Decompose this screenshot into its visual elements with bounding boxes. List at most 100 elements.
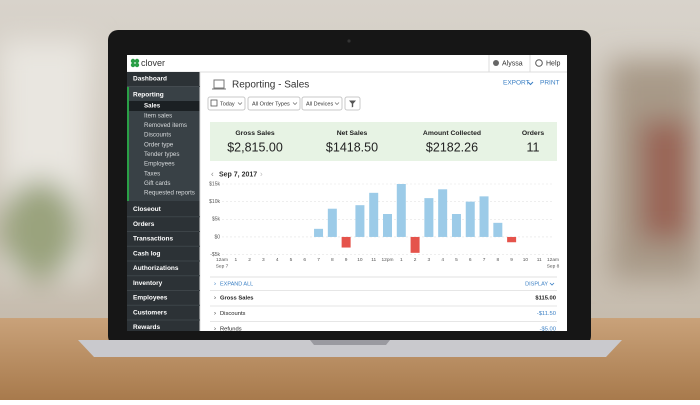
y-tick-label: -$5k <box>210 252 220 258</box>
bar <box>424 198 434 237</box>
summary-value: $1418.50 <box>326 140 378 154</box>
x-tick-label: 5 <box>290 257 293 263</box>
nav-subitem[interactable]: Removed items <box>144 122 187 129</box>
nav-subitem[interactable]: Taxes <box>144 170 160 177</box>
row-label[interactable]: Discounts <box>220 311 246 317</box>
row-caret: › <box>214 296 216 302</box>
summary-value: $2,815.00 <box>227 140 283 154</box>
expand-icon: › <box>214 282 216 288</box>
x-tick-label: 11 <box>537 257 542 263</box>
filter-caret <box>237 102 243 105</box>
x-tick-label: 1 <box>234 257 237 263</box>
x-tick-label: 3 <box>428 257 431 263</box>
user-icon <box>493 60 499 66</box>
nav-item[interactable]: Orders <box>133 221 155 228</box>
row-label[interactable]: Refunds <box>220 327 242 333</box>
nav-item[interactable]: Closeout <box>133 206 162 213</box>
nav-item[interactable]: Reporting <box>133 92 164 99</box>
nav-subitem[interactable]: Tender types <box>144 151 179 158</box>
x-tick-label: 3 <box>262 257 265 263</box>
nav-subitem[interactable]: Gift cards <box>144 180 170 187</box>
summary-label: Amount Collected <box>423 130 481 137</box>
title-icon <box>212 79 226 90</box>
bar <box>327 208 337 237</box>
export-caret <box>527 81 534 86</box>
x-tick-label: 6 <box>303 257 306 263</box>
expand-all[interactable]: EXPAND ALL <box>220 281 253 287</box>
bar <box>479 196 489 237</box>
x-tick-label: 9 <box>510 257 513 263</box>
clover-logo <box>130 58 140 68</box>
nav-item[interactable]: Cash log <box>133 250 160 257</box>
x-tick-label: 4 <box>276 257 279 263</box>
prev-day[interactable]: ‹ <box>211 170 214 179</box>
camera <box>347 39 351 43</box>
date-label: Sep 7, 2017 <box>219 171 257 178</box>
nav-subitem[interactable]: Item sales <box>144 112 172 119</box>
active-indicator <box>127 87 129 201</box>
filter-label: All Order Types <box>252 101 290 107</box>
y-tick-label: $5k <box>212 217 221 223</box>
laptop-base <box>78 340 622 357</box>
bar <box>369 192 379 237</box>
calendar-icon <box>210 99 218 107</box>
bar <box>383 214 392 237</box>
top-bar <box>127 55 567 72</box>
summary-value: $2182.26 <box>426 140 478 154</box>
nav-subitem[interactable]: Order type <box>144 141 174 148</box>
active-item-bg <box>129 101 200 111</box>
row-value: -$11.50 <box>537 311 556 317</box>
filter-button[interactable] <box>301 96 343 111</box>
background-blur <box>0 40 700 280</box>
bar <box>355 205 365 237</box>
row-label[interactable]: Gross Sales <box>220 296 254 302</box>
help-link[interactable]: Help <box>546 60 561 67</box>
filter-caret <box>292 102 298 105</box>
print-button[interactable]: PRINT <box>540 80 560 87</box>
nav-subitem[interactable]: Discounts <box>144 132 171 139</box>
screen: clover Alyssa Help Reporting - Sales EXP… <box>127 55 567 333</box>
x-tick-label: 9 <box>345 257 348 263</box>
nav-item[interactable]: Rewards <box>133 324 160 331</box>
nav-item[interactable]: Transactions <box>133 236 173 243</box>
filter-label: All Devices <box>306 101 333 107</box>
row-caret: › <box>214 311 216 317</box>
display-caret <box>549 282 555 286</box>
y-tick-label: $10k <box>209 199 220 205</box>
x-tick-label: 2 <box>248 257 251 263</box>
nav-item[interactable]: Customers <box>133 309 167 316</box>
x-tick-label: 4 <box>441 257 444 263</box>
export-button[interactable]: EXPORT <box>503 80 530 87</box>
row-value: $115.00 <box>535 296 556 302</box>
nav-item[interactable]: Inventory <box>133 280 163 287</box>
bar <box>438 189 448 237</box>
x-tick-label: 2 <box>414 257 417 263</box>
nav-item[interactable]: Dashboard <box>133 76 167 83</box>
y-tick-label: $15k <box>209 181 220 187</box>
bar <box>493 222 503 237</box>
nav-subitem[interactable]: Requested reports <box>144 190 195 197</box>
bar <box>410 236 420 253</box>
summary-label: Gross Sales <box>235 130 275 137</box>
nav-item[interactable]: Authorizations <box>133 265 179 272</box>
x-tick-label: 7 <box>317 257 320 263</box>
filter-button[interactable] <box>247 96 301 111</box>
nav-subitem[interactable]: Sales <box>144 103 161 110</box>
user-name[interactable]: Alyssa <box>502 60 523 67</box>
x-tick-label: 8 <box>496 257 499 263</box>
nav-subitem[interactable]: Employees <box>144 161 175 168</box>
bar <box>396 184 406 237</box>
summary-box <box>210 122 557 161</box>
x-tick-label: 7 <box>483 257 486 263</box>
x-tick-label: 8 <box>331 257 334 263</box>
x-tick-label: 6 <box>469 257 472 263</box>
help-icon <box>535 59 543 67</box>
next-day[interactable]: › <box>260 170 263 179</box>
x-tick-label: 10 <box>523 257 529 263</box>
bar <box>341 236 351 248</box>
display-button[interactable]: DISPLAY <box>525 281 548 287</box>
nav-item[interactable]: Employees <box>133 295 168 302</box>
x-tick-label: 1 <box>400 257 403 263</box>
